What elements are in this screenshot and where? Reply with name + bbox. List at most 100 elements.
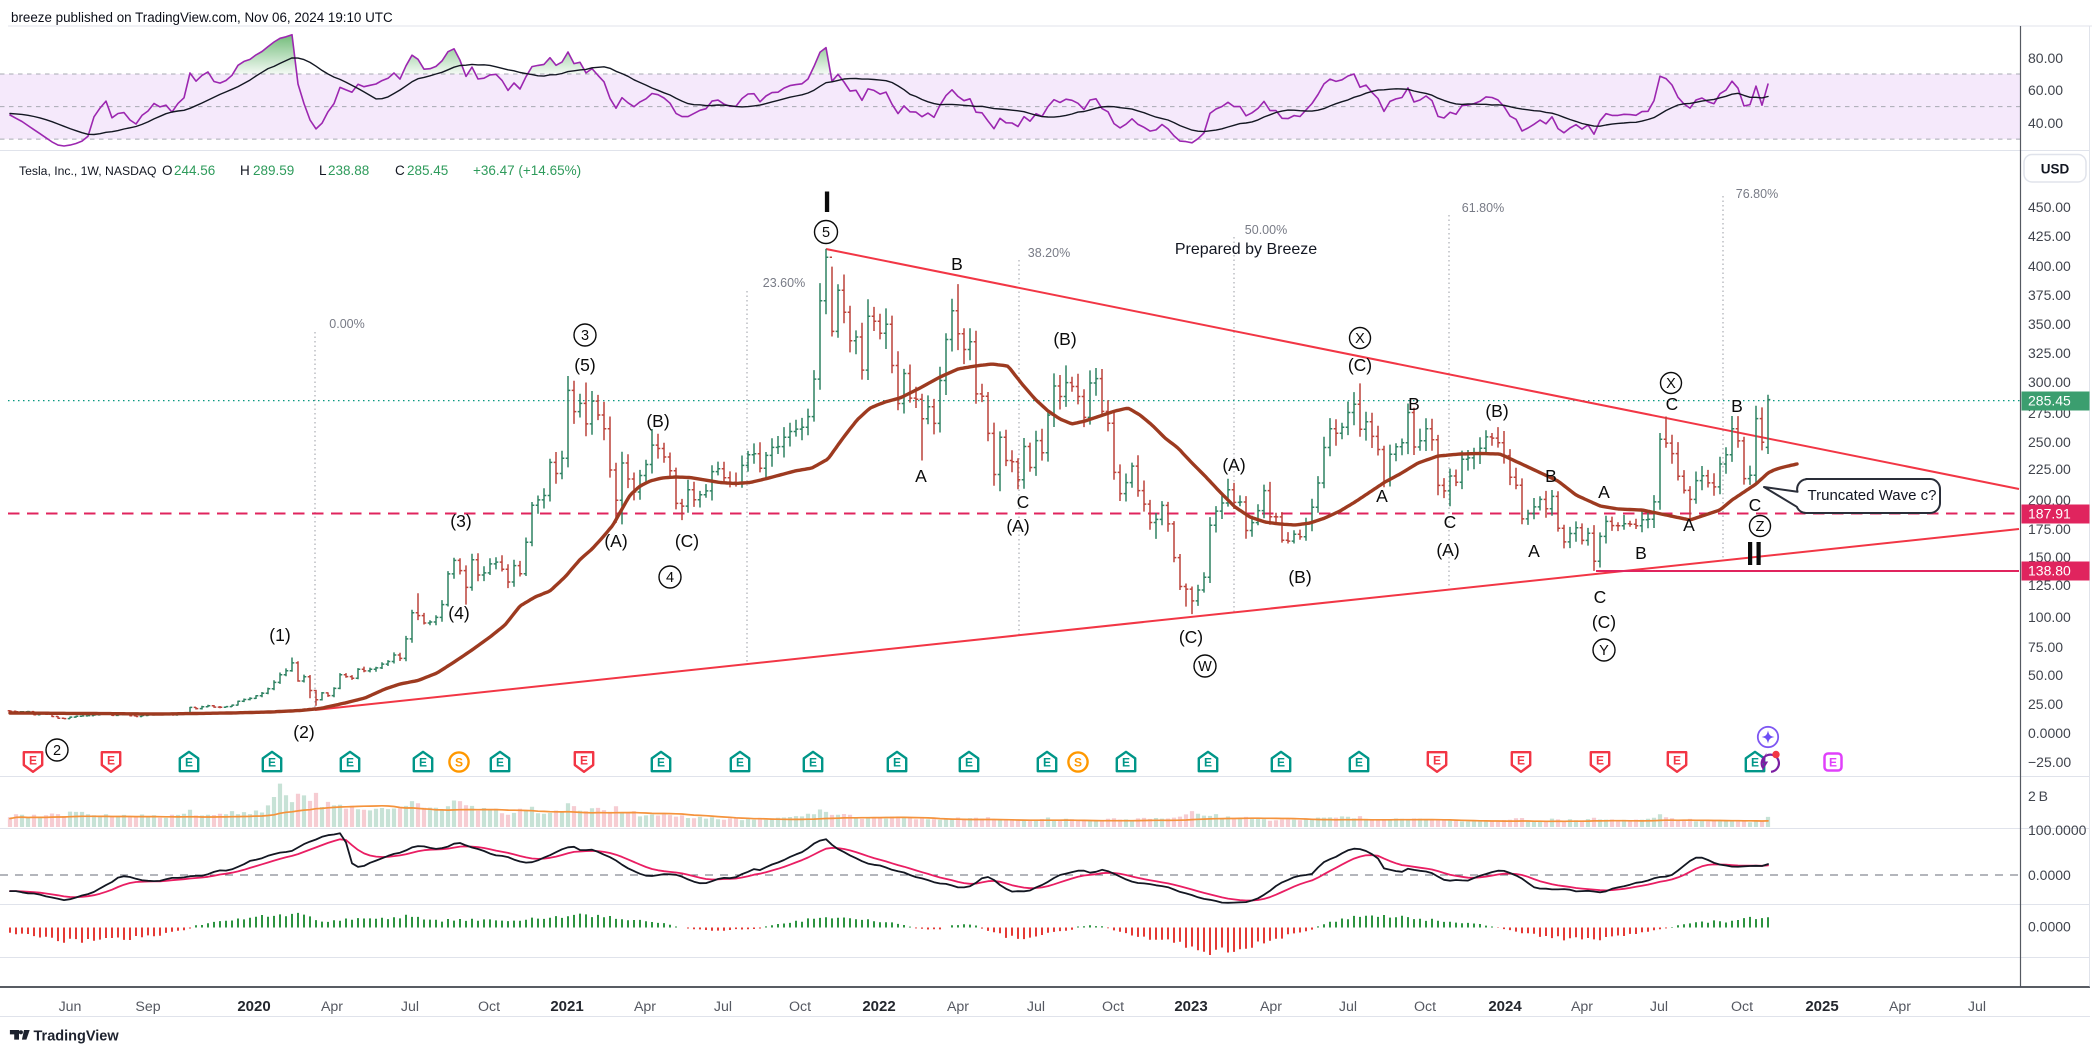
- svg-text:350.00: 350.00: [2028, 316, 2071, 332]
- svg-text:(1): (1): [269, 625, 290, 645]
- svg-text:2022: 2022: [862, 998, 895, 1015]
- svg-text:285.45: 285.45: [407, 163, 448, 178]
- svg-text:E: E: [1122, 756, 1130, 770]
- svg-text:+36.47 (+14.65%): +36.47 (+14.65%): [473, 163, 581, 178]
- svg-text:76.80%: 76.80%: [1736, 187, 1778, 201]
- svg-text:187.91: 187.91: [2028, 506, 2071, 522]
- svg-text:Apr: Apr: [321, 999, 343, 1015]
- svg-text:A: A: [1683, 515, 1695, 535]
- svg-text:E: E: [1355, 756, 1363, 770]
- svg-text:(C): (C): [1179, 627, 1203, 647]
- svg-text:E: E: [1204, 756, 1212, 770]
- svg-text:E: E: [657, 756, 665, 770]
- svg-text:(A): (A): [1222, 455, 1245, 475]
- svg-text:E: E: [419, 756, 427, 770]
- svg-text:(A): (A): [604, 531, 627, 551]
- svg-text:I: I: [823, 186, 831, 219]
- svg-text:breeze published on TradingVie: breeze published on TradingView.com, Nov…: [11, 10, 393, 25]
- svg-text:E: E: [580, 754, 588, 768]
- svg-text:75.00: 75.00: [2028, 639, 2063, 655]
- svg-text:80.00: 80.00: [2028, 50, 2063, 66]
- svg-text:138.80: 138.80: [2028, 563, 2071, 579]
- svg-text:Oct: Oct: [1414, 999, 1436, 1015]
- svg-text:Jul: Jul: [1027, 999, 1045, 1015]
- svg-text:E: E: [1673, 754, 1681, 768]
- svg-text:2024: 2024: [1488, 998, 1522, 1015]
- svg-text:Apr: Apr: [1571, 999, 1593, 1015]
- svg-text:125.00: 125.00: [2028, 577, 2071, 593]
- svg-text:E: E: [1277, 756, 1285, 770]
- svg-text:2: 2: [53, 743, 61, 759]
- svg-text:0.0000: 0.0000: [2028, 919, 2071, 935]
- svg-text:(4): (4): [448, 603, 469, 623]
- svg-text:450.00: 450.00: [2028, 199, 2071, 215]
- svg-text:0.0000: 0.0000: [2028, 867, 2071, 883]
- svg-text:E: E: [185, 756, 193, 770]
- svg-text:Apr: Apr: [1260, 999, 1282, 1015]
- svg-text:Prepared by Breeze: Prepared by Breeze: [1175, 241, 1317, 258]
- svg-text:(C): (C): [1348, 355, 1372, 375]
- svg-text:E: E: [496, 756, 504, 770]
- svg-text:(B): (B): [1288, 567, 1311, 587]
- svg-text:C: C: [1666, 394, 1679, 414]
- svg-text:C: C: [395, 163, 405, 178]
- svg-text:E: E: [809, 756, 817, 770]
- svg-text:E: E: [965, 756, 973, 770]
- svg-text:C: C: [1444, 512, 1457, 532]
- svg-text:E: E: [736, 756, 744, 770]
- svg-text:E: E: [1043, 756, 1051, 770]
- svg-text:(C): (C): [675, 531, 699, 551]
- svg-text:X: X: [1666, 376, 1676, 392]
- svg-text:TradingView: TradingView: [34, 1029, 120, 1045]
- svg-text:61.80%: 61.80%: [1462, 201, 1504, 215]
- svg-text:3: 3: [581, 328, 589, 344]
- svg-text:H: H: [240, 163, 250, 178]
- svg-text:(2): (2): [293, 722, 314, 742]
- svg-text:E: E: [346, 756, 354, 770]
- svg-text:Oct: Oct: [1102, 999, 1124, 1015]
- svg-text:285.45: 285.45: [2028, 393, 2071, 409]
- svg-text:Jul: Jul: [401, 999, 419, 1015]
- svg-text:Apr: Apr: [1889, 999, 1911, 1015]
- svg-text:225.00: 225.00: [2028, 461, 2071, 477]
- svg-text:40.00: 40.00: [2028, 115, 2063, 131]
- svg-text:375.00: 375.00: [2028, 287, 2071, 303]
- svg-text:150.00: 150.00: [2028, 549, 2071, 565]
- svg-text:A: A: [1598, 482, 1610, 502]
- svg-text:325.00: 325.00: [2028, 345, 2071, 361]
- svg-text:(B): (B): [1485, 401, 1508, 421]
- svg-text:300.00: 300.00: [2028, 374, 2071, 390]
- svg-text:Truncated Wave c?: Truncated Wave c?: [1808, 487, 1937, 504]
- svg-text:W: W: [1198, 659, 1212, 675]
- svg-text:Jun: Jun: [59, 999, 82, 1015]
- svg-text:425.00: 425.00: [2028, 228, 2071, 244]
- svg-text:Sep: Sep: [135, 999, 160, 1015]
- svg-text:B: B: [1545, 466, 1557, 486]
- svg-text:Jul: Jul: [1650, 999, 1668, 1015]
- svg-text:C: C: [1594, 587, 1607, 607]
- svg-text:244.56: 244.56: [174, 163, 215, 178]
- svg-text:E: E: [268, 756, 276, 770]
- svg-text:(5): (5): [574, 355, 595, 375]
- svg-text:100.0000: 100.0000: [2028, 822, 2087, 838]
- svg-text:0.00%: 0.00%: [329, 317, 364, 331]
- svg-text:Oct: Oct: [789, 999, 811, 1015]
- svg-text:0.0000: 0.0000: [2028, 725, 2071, 741]
- svg-text:Tesla, Inc., 1W, NASDAQ: Tesla, Inc., 1W, NASDAQ: [19, 164, 157, 178]
- svg-text:60.00: 60.00: [2028, 82, 2063, 98]
- svg-text:A: A: [915, 466, 927, 486]
- svg-text:USD: USD: [2041, 162, 2070, 177]
- svg-text:38.20%: 38.20%: [1028, 246, 1070, 260]
- svg-text:(A): (A): [1006, 516, 1029, 536]
- svg-text:X: X: [1355, 331, 1365, 347]
- svg-text:O: O: [162, 163, 173, 178]
- svg-text:A: A: [1528, 541, 1540, 561]
- svg-text:2 B: 2 B: [2028, 788, 2048, 804]
- svg-text:(3): (3): [450, 511, 471, 531]
- svg-text:Oct: Oct: [478, 999, 500, 1015]
- svg-text:23.60%: 23.60%: [763, 276, 805, 290]
- svg-text:S: S: [1074, 756, 1082, 770]
- svg-text:400.00: 400.00: [2028, 258, 2071, 274]
- svg-text:Jul: Jul: [1968, 999, 1986, 1015]
- svg-text:Oct: Oct: [1731, 999, 1753, 1015]
